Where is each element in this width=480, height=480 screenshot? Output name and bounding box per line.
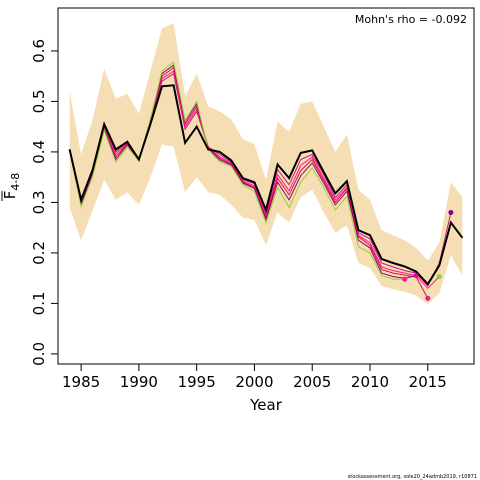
y-tick-label-5: 0.5 xyxy=(30,89,48,113)
y-axis-title-sub: 4-8 xyxy=(9,173,22,191)
y-axis: 0.0 0.1 0.2 0.3 0.4 0.5 0.6 xyxy=(30,39,58,366)
y-tick-label-1: 0.1 xyxy=(30,291,48,315)
x-tick-label-2015: 2015 xyxy=(409,373,447,391)
peel-line-4 xyxy=(69,64,417,279)
y-axis-title-main: F xyxy=(1,191,19,200)
x-tick-label-2000: 2000 xyxy=(235,373,273,391)
x-axis-title: Year xyxy=(249,396,283,414)
y-tick-label-6: 0.6 xyxy=(30,39,48,63)
peel-end-point-1 xyxy=(448,210,454,215)
peel-line-5 xyxy=(69,61,405,280)
peel-end-point-4 xyxy=(413,273,419,279)
ci-band-area xyxy=(69,23,463,305)
peel-end-points xyxy=(402,210,454,301)
y-tick-label-4: 0.4 xyxy=(30,140,48,164)
x-tick-label-1990: 1990 xyxy=(120,373,158,391)
main-estimate-line xyxy=(68,84,464,286)
plot-frame xyxy=(57,7,475,365)
main-estimate xyxy=(68,84,464,286)
x-tick-label-2005: 2005 xyxy=(293,373,331,391)
x-tick-label-1985: 1985 xyxy=(62,373,100,391)
y-axis-title: F4-8 xyxy=(1,173,22,200)
confidence-band xyxy=(69,23,463,305)
x-tick-label-1995: 1995 xyxy=(178,373,216,391)
svg-text:F4-8: F4-8 xyxy=(1,173,22,200)
footer-credit: stockassessment.org, sole20_24admb2019, … xyxy=(348,474,477,480)
x-tick-label-2010: 2010 xyxy=(351,373,389,391)
mohns-rho-annotation: Mohn's rho = -0.092 xyxy=(355,13,467,26)
y-tick-label-3: 0.3 xyxy=(30,190,48,214)
y-tick-label-2: 0.2 xyxy=(30,241,48,265)
peel-end-point-5 xyxy=(402,276,408,282)
x-axis: 1985 1990 1995 2000 2005 2010 2015 xyxy=(62,364,447,391)
peel-end-point-2 xyxy=(436,274,442,280)
peel-end-point-3 xyxy=(425,295,431,301)
y-tick-label-0: 0.0 xyxy=(30,342,48,366)
